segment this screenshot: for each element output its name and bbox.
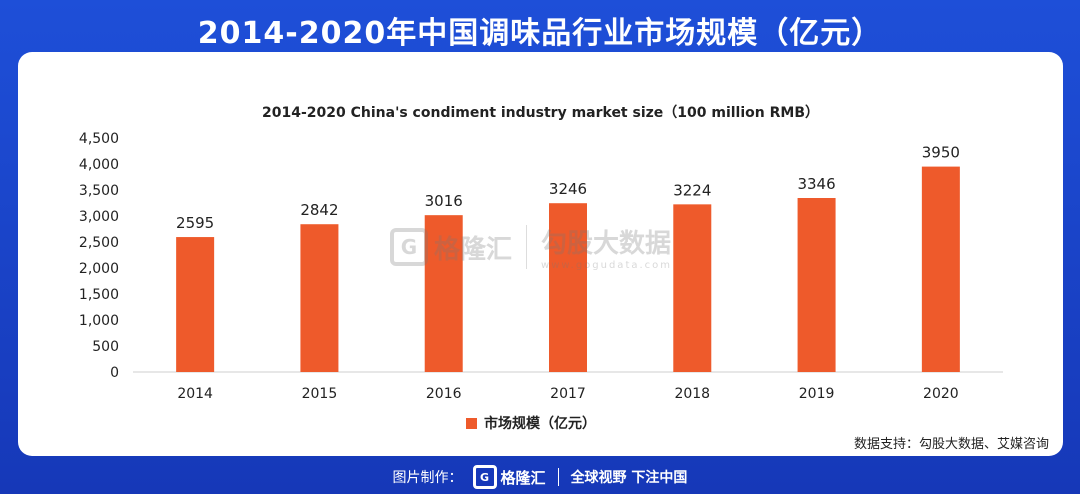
bar (424, 215, 463, 372)
bar (673, 204, 712, 372)
bar (549, 203, 587, 372)
data-label: 2595 (176, 214, 214, 232)
chart-title: 2014-2020 China's condiment industry mar… (262, 105, 819, 121)
bar (797, 198, 836, 372)
gelonghui-logo-icon: G (390, 228, 428, 266)
watermark-brand: 格隆汇 (434, 234, 513, 265)
data-label: 2842 (300, 201, 338, 219)
data-label: 3016 (425, 192, 463, 210)
bar (921, 166, 960, 372)
bar (300, 224, 339, 372)
watermark-divider (526, 225, 528, 269)
source-note: 数据支持：勾股大数据、艾媒咨询 (853, 437, 1049, 452)
legend-swatch (466, 417, 477, 429)
y-tick-label: 4,000 (79, 157, 119, 173)
footer-slogan: 全球视野 下注中国 (570, 470, 688, 486)
x-tick-label: 2019 (799, 386, 835, 402)
y-tick-label: 4,500 (79, 131, 119, 147)
y-tick-label: 3,500 (79, 183, 119, 199)
legend: 市场规模（亿元） (466, 413, 596, 433)
chart-card: 2014-2020 China's condiment industry mar… (18, 52, 1063, 456)
footer-logo-icon: G (472, 465, 497, 489)
data-label: 3224 (673, 181, 711, 199)
bar (176, 237, 215, 372)
page-title: 2014-2020年中国调味品行业市场规模（亿元） (197, 16, 883, 51)
y-tick-label: 2,000 (79, 261, 119, 277)
footer-prefix: 图片制作： (392, 470, 463, 486)
bar-chart: 0 500 1,000 1,500 2,000 2,500 3,000 3,500 4,000 4… (79, 131, 1003, 402)
watermark-cn: 勾股大数据 (541, 229, 672, 259)
watermark: G 格隆汇 勾股大数据 www.gogudata.com (390, 222, 710, 272)
y-tick-label: 3,000 (79, 209, 119, 225)
data-label: 3346 (797, 175, 835, 193)
x-tick-label: 2017 (550, 386, 586, 402)
footer-divider (557, 468, 559, 486)
footer: 图片制作： G 格隆汇 全球视野 下注中国 (0, 462, 1080, 492)
x-tick-label: 2018 (674, 386, 710, 402)
y-tick-label: 0 (110, 365, 119, 381)
y-tick-label: 1,500 (79, 287, 119, 303)
x-tick-label: 2014 (177, 386, 213, 402)
data-label: 3246 (549, 180, 587, 198)
x-tick-label: 2016 (426, 386, 462, 402)
data-label: 3950 (922, 144, 960, 162)
footer-brand: 格隆汇 (500, 468, 546, 487)
y-tick-label: 1,000 (79, 313, 119, 329)
x-tick-label: 2020 (923, 386, 959, 402)
watermark-url: www.gogudata.com (541, 260, 673, 271)
y-tick-label: 500 (92, 339, 119, 355)
y-tick-label: 2,500 (79, 235, 119, 251)
legend-label: 市场规模（亿元） (484, 416, 596, 432)
x-tick-label: 2015 (302, 386, 338, 402)
